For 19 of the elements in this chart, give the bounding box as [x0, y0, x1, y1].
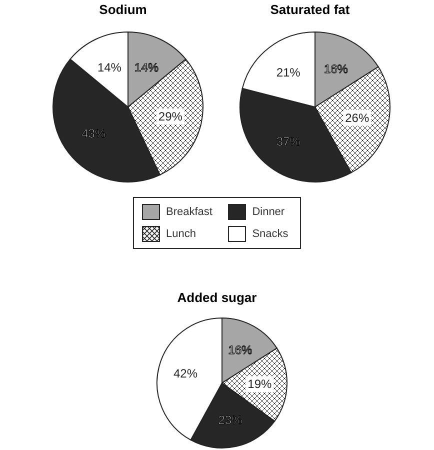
data-label: 23% [218, 412, 243, 427]
data-label: 26% [345, 110, 370, 125]
legend-label: Breakfast [166, 206, 212, 218]
chart-title: Added sugar [176, 290, 258, 306]
data-label: 14% [97, 60, 122, 75]
data-label: 14% [134, 60, 159, 75]
data-label: 37% [276, 134, 301, 148]
slice-label: Lunch [166, 228, 196, 240]
data-label: 19% [248, 377, 272, 392]
data-label: 16% [324, 62, 348, 76]
data-label: 43% [82, 126, 106, 141]
chart-title: Saturated fat [269, 2, 351, 18]
legend-label: Dinner [252, 206, 285, 218]
legend-label: Snacks [252, 228, 288, 240]
data-label: 16% [228, 342, 252, 357]
data-label: 21% [276, 66, 301, 80]
data-label: 42% [173, 366, 198, 381]
data-label: 29% [158, 109, 183, 124]
chart-title: Sodium [98, 2, 148, 18]
